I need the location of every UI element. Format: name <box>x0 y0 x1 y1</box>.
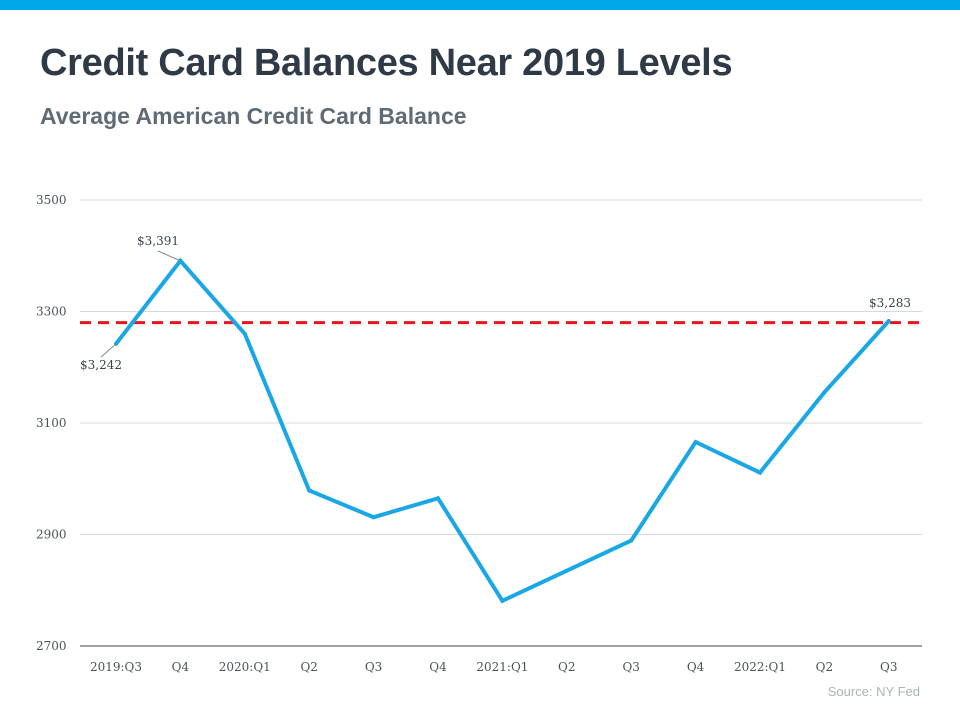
x-tick-label: 2020:Q1 <box>219 660 271 674</box>
data-label-leader <box>157 250 181 262</box>
x-tick-label: Q2 <box>558 660 575 674</box>
chart-subtitle: Average American Credit Card Balance <box>40 103 467 129</box>
data-point <box>758 470 762 475</box>
data-point <box>307 488 312 493</box>
data-point <box>693 439 698 444</box>
x-tick-label: 2022:Q1 <box>734 660 786 674</box>
y-tick-label: 3300 <box>36 305 67 319</box>
data-point <box>564 568 569 573</box>
x-tick-label: Q3 <box>365 660 382 674</box>
data-label: $3,283 <box>869 296 911 310</box>
data-point <box>242 331 247 336</box>
chart-title: Credit Card Balances Near 2019 Levels <box>40 42 733 84</box>
x-tick-label: 2019:Q3 <box>90 660 142 674</box>
x-tick-label: Q2 <box>816 660 833 674</box>
x-tick-label: Q4 <box>687 660 705 674</box>
x-tick-label: Q3 <box>880 660 897 674</box>
y-tick-label: 2700 <box>36 639 67 653</box>
data-label: $3,391 <box>137 234 179 248</box>
x-tick-label: Q4 <box>429 660 447 674</box>
y-tick-label: 2900 <box>36 528 67 542</box>
x-tick-label: 2021:Q1 <box>476 660 528 674</box>
x-tick-label: Q2 <box>300 660 317 674</box>
data-label-leader <box>100 343 117 358</box>
data-point <box>436 496 440 501</box>
y-tick-label: 3100 <box>36 416 67 430</box>
top-accent-bar <box>0 0 960 10</box>
data-point <box>886 318 891 323</box>
data-point <box>371 515 376 520</box>
data-point <box>822 390 827 395</box>
data-point <box>500 598 505 603</box>
source-note: Source: NY Fed <box>827 684 920 699</box>
data-label: $3,242 <box>80 358 122 372</box>
x-tick-label: Q3 <box>622 660 639 674</box>
data-point <box>629 538 634 543</box>
y-tick-label: 3500 <box>36 193 67 207</box>
x-tick-label: Q4 <box>172 660 190 674</box>
